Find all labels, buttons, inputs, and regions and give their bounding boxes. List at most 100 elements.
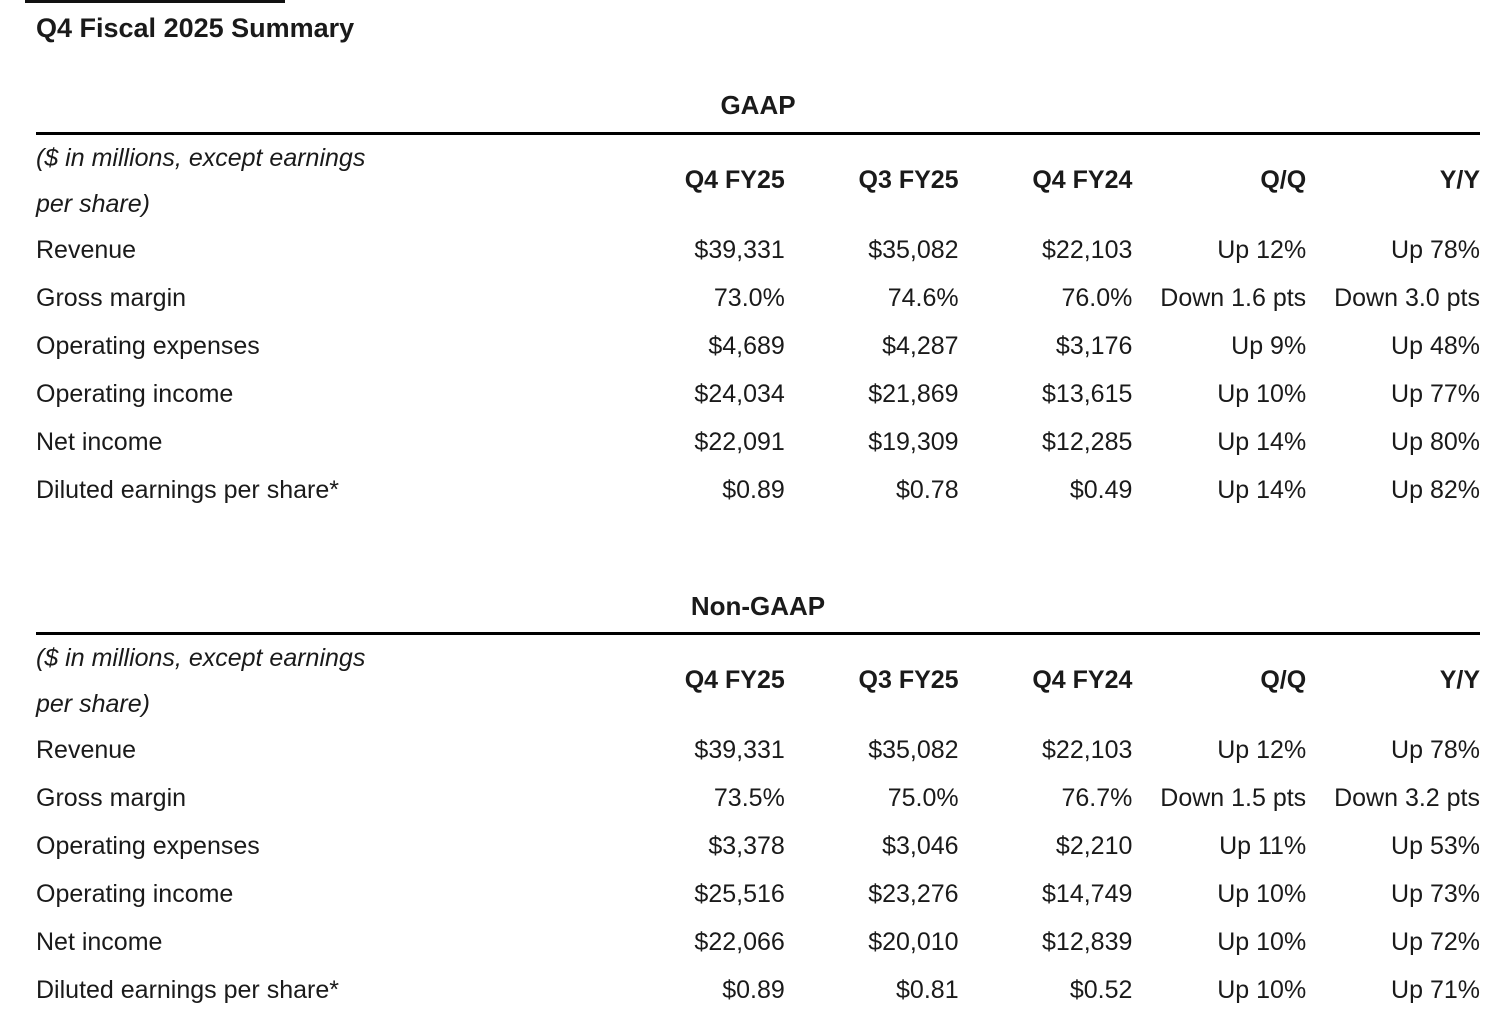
cell-value: Down 1.6 pts: [1160, 284, 1307, 313]
unit-note-line-2: per share): [36, 689, 150, 718]
cell-value: Up 12%: [1217, 736, 1307, 765]
cell-value: Down 3.0 pts: [1334, 284, 1480, 313]
table-row-diluted-eps: Diluted earnings per share* $0.89 $0.81 …: [36, 967, 1480, 1015]
table-row-revenue: Revenue $39,331 $35,082 $22,103 Up 12% U…: [36, 727, 1480, 775]
cell-value: Up 9%: [1231, 332, 1307, 361]
cell-value: Up 12%: [1217, 236, 1307, 265]
cell-value: $35,082: [868, 236, 959, 265]
cell-value: 73.5%: [713, 784, 785, 813]
cell-value: $3,176: [1055, 332, 1133, 361]
gaap-summary-table: ($ in millions, except earnings per shar…: [36, 131, 1480, 515]
column-header-yy: Y/Y: [1439, 166, 1480, 195]
column-header-q3fy25: Q3 FY25: [858, 166, 959, 195]
row-label: Operating income: [36, 880, 234, 909]
cell-value: Down 3.2 pts: [1334, 784, 1480, 813]
cell-value: $22,103: [1042, 236, 1133, 265]
cell-value: Up 10%: [1217, 380, 1307, 409]
unit-note-line-1: ($ in millions, except earnings: [36, 643, 366, 672]
cell-value: $2,210: [1055, 832, 1133, 861]
gaap-section-label: GAAP: [720, 90, 796, 121]
row-label: Revenue: [36, 236, 137, 265]
cell-value: $3,046: [882, 832, 959, 861]
cell-value: Up 48%: [1391, 332, 1480, 361]
cell-value: $39,331: [694, 736, 785, 765]
page-title: Q4 Fiscal 2025 Summary: [36, 13, 355, 43]
cell-value: $22,091: [694, 428, 785, 457]
cell-value: $0.89: [722, 476, 785, 505]
column-header-qq: Q/Q: [1260, 166, 1307, 195]
cell-value: $19,309: [868, 428, 959, 457]
cell-value: 75.0%: [887, 784, 959, 813]
table-row-net-income: Net income $22,091 $19,309 $12,285 Up 14…: [36, 419, 1480, 467]
cell-value: $39,331: [694, 236, 785, 265]
table-row-gross-margin: Gross margin 73.0% 74.6% 76.0% Down 1.6 …: [36, 275, 1480, 323]
table-row-operating-income: Operating income $25,516 $23,276 $14,749…: [36, 871, 1480, 919]
cell-value: 76.0%: [1061, 284, 1133, 313]
cell-value: Up 77%: [1391, 380, 1480, 409]
cell-value: Up 14%: [1217, 476, 1307, 505]
column-header-q4fy24: Q4 FY24: [1032, 166, 1133, 195]
cell-value: $0.78: [896, 476, 959, 505]
cell-value: $0.49: [1069, 476, 1133, 505]
column-header-q4fy25: Q4 FY25: [684, 666, 785, 695]
cell-value: 73.0%: [713, 284, 785, 313]
row-label: Net income: [36, 928, 163, 957]
cell-value: $12,839: [1042, 928, 1133, 957]
cell-value: Down 1.5 pts: [1160, 784, 1307, 813]
cell-value: Up 80%: [1391, 428, 1480, 457]
row-label: Operating expenses: [36, 832, 260, 861]
cell-value: $12,285: [1042, 428, 1133, 457]
column-header-q4fy24: Q4 FY24: [1032, 666, 1133, 695]
cell-value: $13,615: [1042, 380, 1133, 409]
cell-value: $21,869: [868, 380, 959, 409]
row-label: Operating expenses: [36, 332, 260, 361]
cropped-top-bar: [25, 0, 285, 3]
cell-value: $14,749: [1042, 880, 1133, 909]
cell-value: $0.89: [722, 976, 785, 1005]
unit-note: ($ in millions, except earnings per shar…: [36, 133, 611, 227]
row-label: Operating income: [36, 380, 234, 409]
cell-value: Up 10%: [1217, 880, 1307, 909]
cell-value: 74.6%: [887, 284, 959, 313]
cell-value: $23,276: [868, 880, 959, 909]
row-label: Diluted earnings per share*: [36, 976, 339, 1005]
table-row-revenue: Revenue $39,331 $35,082 $22,103 Up 12% U…: [36, 227, 1480, 275]
row-label: Diluted earnings per share*: [36, 476, 339, 505]
cell-value: Up 11%: [1219, 832, 1307, 861]
cell-value: $0.81: [896, 976, 959, 1005]
row-label: Revenue: [36, 736, 137, 765]
column-header-qq: Q/Q: [1260, 666, 1307, 695]
gaap-header-row: ($ in millions, except earnings per shar…: [36, 133, 1480, 227]
cell-value: $22,103: [1042, 736, 1133, 765]
cell-value: Up 14%: [1217, 428, 1307, 457]
cell-value: Up 72%: [1391, 928, 1480, 957]
cell-value: Up 10%: [1217, 928, 1307, 957]
cell-value: 76.7%: [1061, 784, 1133, 813]
cell-value: Up 53%: [1391, 832, 1480, 861]
cell-value: $0.52: [1069, 976, 1133, 1005]
non-gaap-section-label: Non-GAAP: [690, 590, 826, 621]
non-gaap-header-row: ($ in millions, except earnings per shar…: [36, 633, 1480, 727]
row-label: Gross margin: [36, 284, 187, 313]
column-header-yy: Y/Y: [1439, 666, 1480, 695]
unit-note: ($ in millions, except earnings per shar…: [36, 633, 611, 727]
row-label: Net income: [36, 428, 163, 457]
cell-value: Up 71%: [1391, 976, 1480, 1005]
table-row-gross-margin: Gross margin 73.5% 75.0% 76.7% Down 1.5 …: [36, 775, 1480, 823]
cell-value: $3,378: [708, 832, 785, 861]
cell-value: Up 82%: [1391, 476, 1480, 505]
column-header-q3fy25: Q3 FY25: [858, 666, 959, 695]
cell-value: $4,287: [882, 332, 959, 361]
table-row-diluted-eps: Diluted earnings per share* $0.89 $0.78 …: [36, 467, 1480, 515]
table-row-operating-income: Operating income $24,034 $21,869 $13,615…: [36, 371, 1480, 419]
cell-value: $22,066: [694, 928, 785, 957]
row-label: Gross margin: [36, 784, 187, 813]
cell-value: Up 73%: [1391, 880, 1480, 909]
cell-value: Up 10%: [1217, 976, 1307, 1005]
cell-value: $4,689: [708, 332, 785, 361]
non-gaap-summary-table: ($ in millions, except earnings per shar…: [36, 631, 1480, 1015]
cell-value: $25,516: [694, 880, 785, 909]
cell-value: $35,082: [868, 736, 959, 765]
table-row-net-income: Net income $22,066 $20,010 $12,839 Up 10…: [36, 919, 1480, 967]
